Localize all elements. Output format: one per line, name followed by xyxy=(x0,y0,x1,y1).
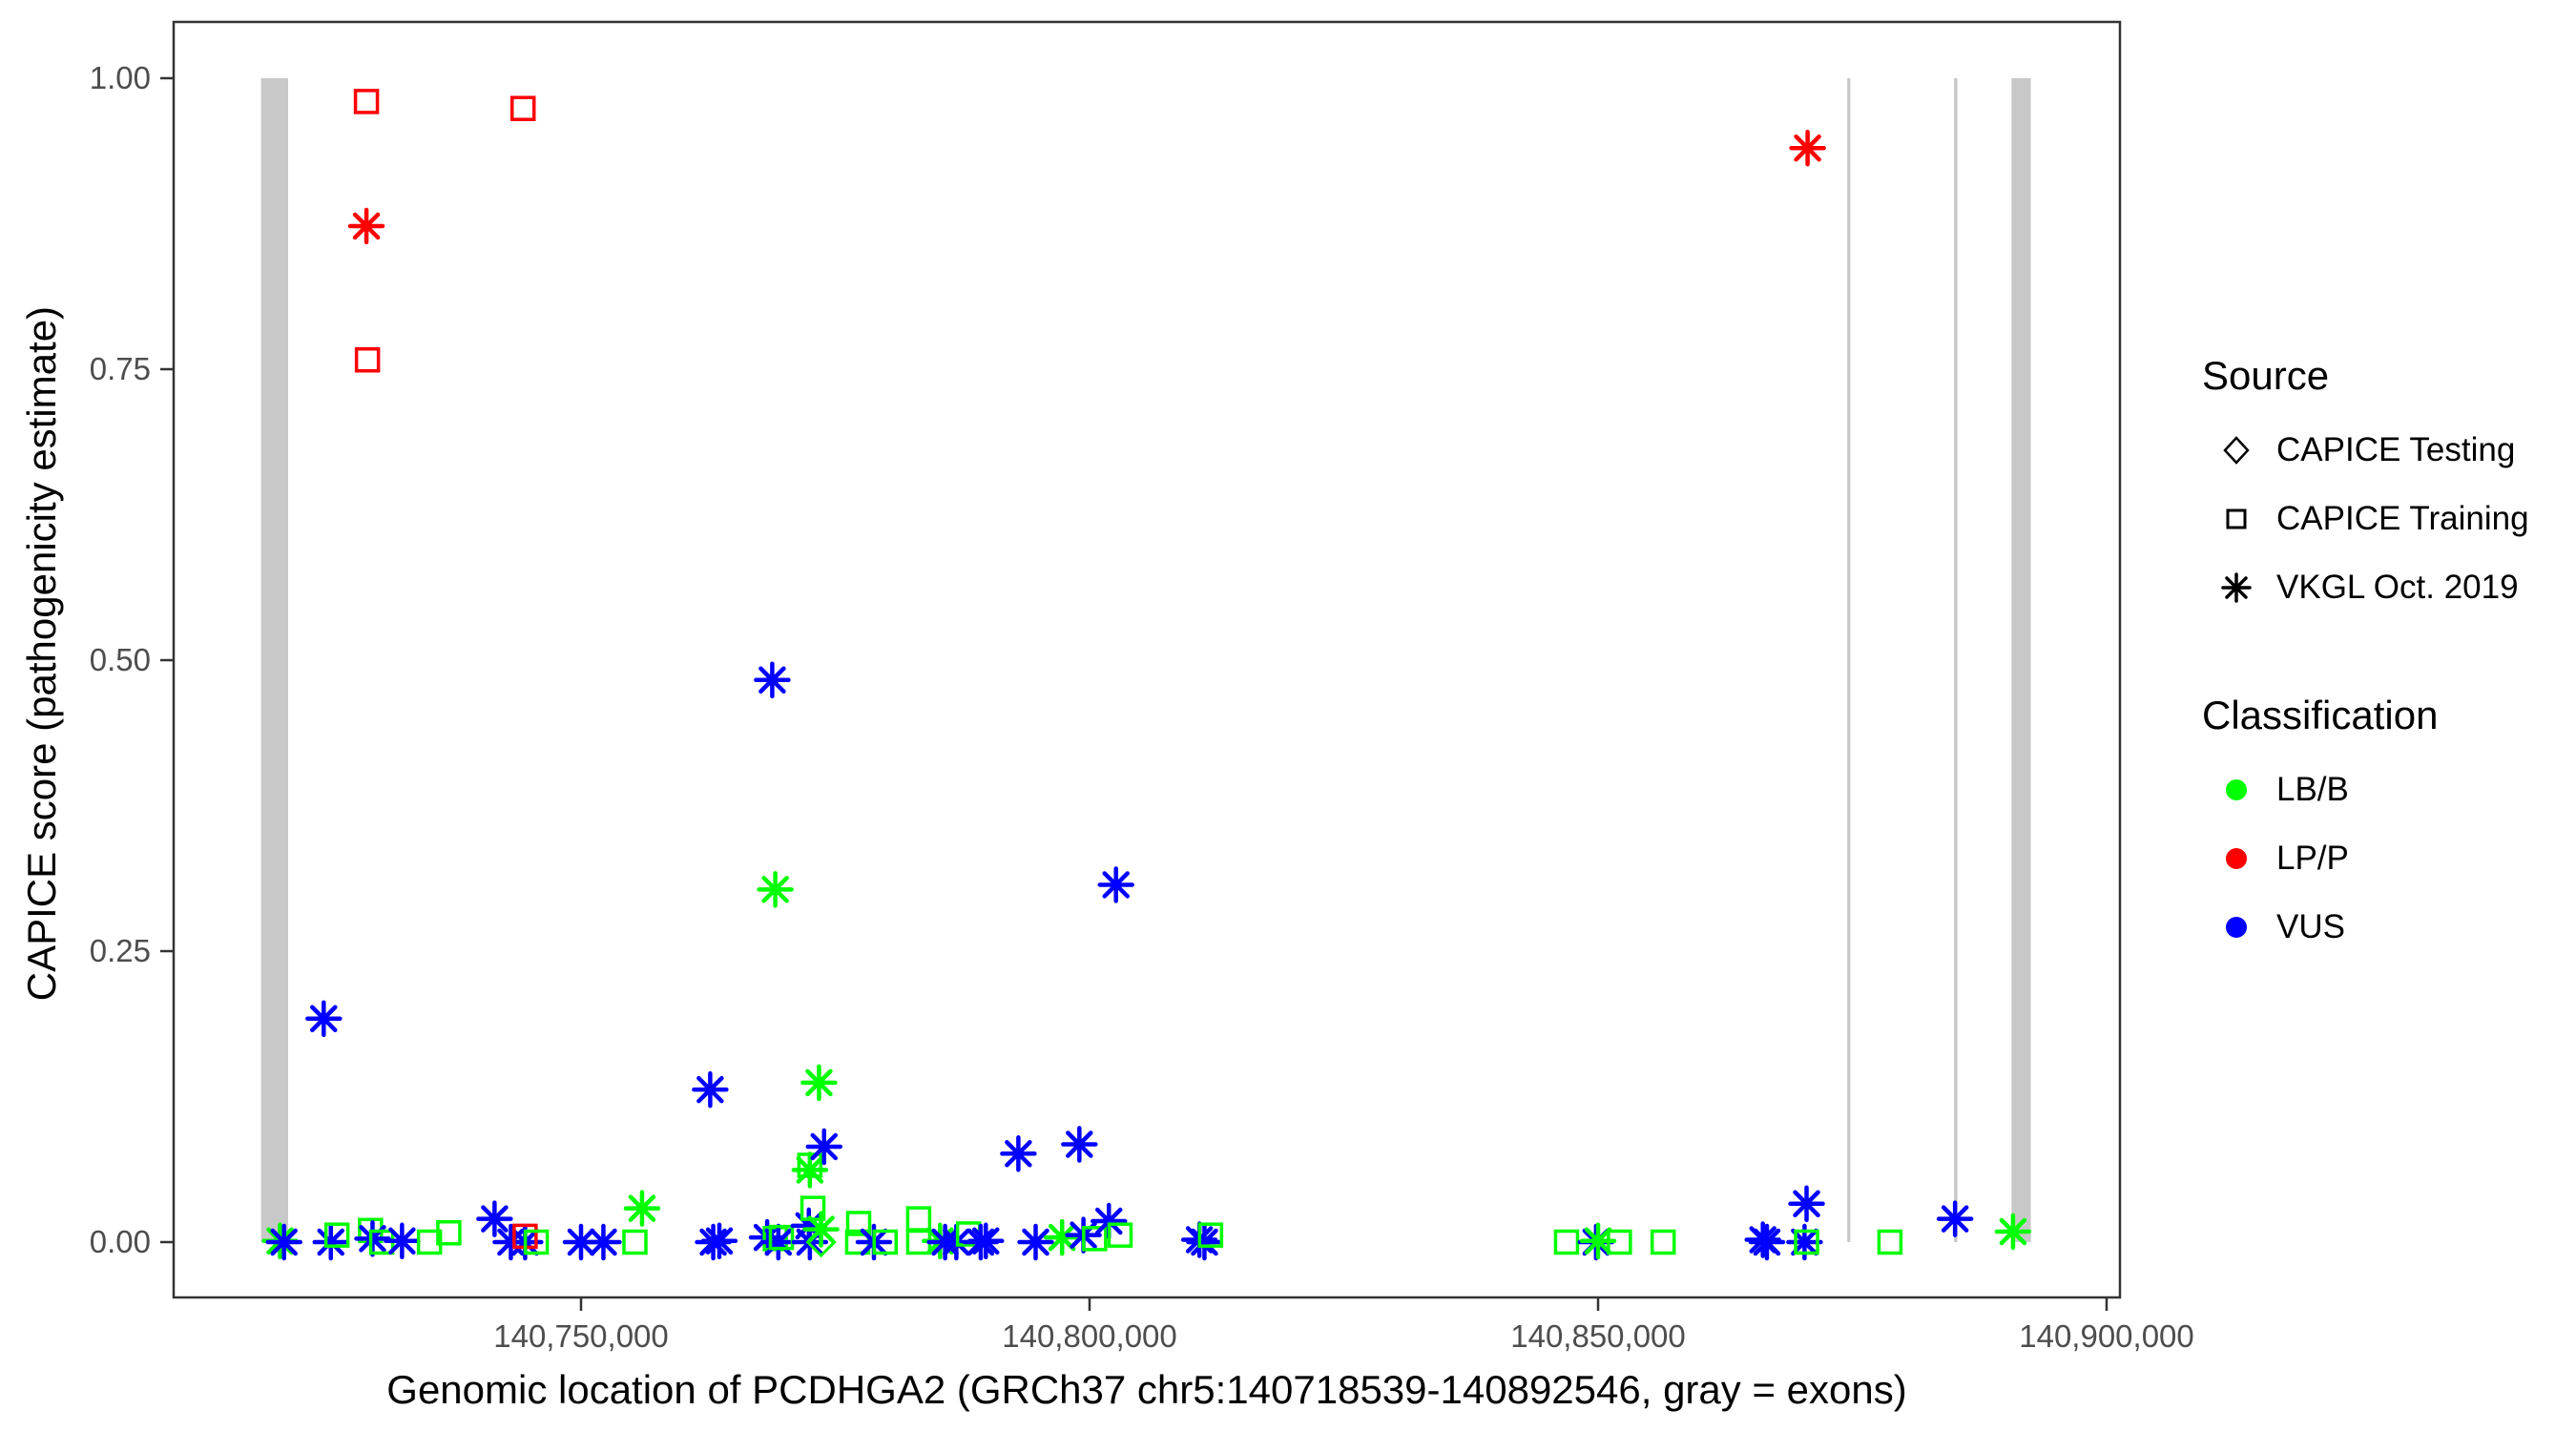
data-point-asterisk xyxy=(692,1070,729,1109)
data-point-asterisk xyxy=(700,1222,738,1260)
red-dot-icon xyxy=(2202,836,2276,881)
data-point-asterisk xyxy=(1748,1223,1786,1261)
data-point-square xyxy=(845,1211,872,1236)
data-point-asterisk xyxy=(585,1223,622,1261)
data-point-square xyxy=(1197,1222,1224,1248)
data-point-asterisk xyxy=(312,1223,350,1261)
data-point-asterisk xyxy=(759,1223,798,1261)
data-point-square xyxy=(768,1224,795,1251)
legend-item-label: CAPICE Testing xyxy=(2276,431,2516,468)
x-tick-label: 140,900,000 xyxy=(2019,1318,2194,1354)
data-point-asterisk xyxy=(562,1223,600,1261)
data-point-asterisk xyxy=(1043,1218,1081,1256)
data-point-asterisk xyxy=(384,1222,421,1260)
data-point-asterisk xyxy=(1789,129,1826,167)
data-point-square xyxy=(1650,1229,1676,1255)
legend-source-title: Source xyxy=(2202,353,2330,398)
legend-item-label: VUS xyxy=(2276,908,2345,945)
data-point-square xyxy=(523,1229,550,1255)
data-point-asterisk xyxy=(347,207,385,245)
data-point-asterisk xyxy=(1091,1202,1128,1240)
y-tick-label: 0.75 xyxy=(90,351,151,386)
x-tick-label: 140,750,000 xyxy=(493,1318,669,1354)
data-point-asterisk xyxy=(748,1218,786,1256)
data-point-asterisk xyxy=(805,1128,843,1166)
data-point-asterisk xyxy=(800,1064,838,1102)
y-tick-label: 1.00 xyxy=(90,60,151,95)
legend-item-label: CAPICE Training xyxy=(2276,500,2529,537)
exon-bar xyxy=(260,78,288,1242)
data-point-asterisk xyxy=(1786,1223,1823,1261)
data-point-square xyxy=(1794,1229,1819,1255)
data-point-asterisk xyxy=(754,661,791,698)
data-point-asterisk xyxy=(1186,1223,1223,1261)
x-tick-label: 140,800,000 xyxy=(1002,1318,1177,1354)
data-point-asterisk xyxy=(1061,1126,1098,1163)
legend-item-vkgl: VKGL Oct. 2019 xyxy=(2202,553,2529,622)
exon-bar xyxy=(1847,78,1851,1242)
panel-border xyxy=(172,20,2122,1299)
data-point-square xyxy=(1877,1229,1903,1255)
x-tick-label: 140,850,000 xyxy=(1510,1318,1686,1354)
legend-item-lbb: LB/B xyxy=(2202,756,2438,824)
data-point-asterisk xyxy=(1017,1223,1054,1261)
legend-item-lpp: LP/P xyxy=(2202,824,2438,893)
data-point-asterisk xyxy=(1994,1213,2032,1251)
blue-dot-icon xyxy=(2202,904,2276,950)
data-point-asterisk xyxy=(476,1200,513,1237)
y-tick-label: 0.50 xyxy=(90,642,151,677)
data-point-asterisk xyxy=(802,1211,840,1248)
data-point-asterisk xyxy=(757,871,794,908)
exon-bar xyxy=(2011,78,2031,1242)
data-point-asterisk xyxy=(1097,866,1134,903)
data-point-square xyxy=(1607,1229,1632,1255)
data-point-square xyxy=(872,1229,898,1255)
data-point-square xyxy=(622,1229,648,1255)
legend-item-vus: VUS xyxy=(2202,893,2438,962)
legend-classification-title: Classification xyxy=(2202,693,2439,737)
legend-source: Source CAPICE Testing CAPICE Training VK… xyxy=(2202,353,2529,622)
data-point-square xyxy=(1553,1229,1580,1255)
square-icon xyxy=(2202,496,2276,542)
y-tick-label: 0.25 xyxy=(90,933,151,968)
data-point-square xyxy=(1107,1222,1133,1248)
legend-item-label: LP/P xyxy=(2276,840,2349,877)
legend-item-label: LB/B xyxy=(2276,771,2349,808)
y-axis-title: CAPICE score (pathogenicity estimate) xyxy=(18,305,64,1002)
data-point-square xyxy=(905,1206,932,1232)
legend-item-label: VKGL Oct. 2019 xyxy=(2276,569,2519,606)
data-point-asterisk xyxy=(1936,1200,1974,1237)
legend-classification: Classification LB/B LP/P VUS xyxy=(2202,693,2438,962)
data-point-square xyxy=(323,1222,350,1248)
legend-item-capice-training: CAPICE Training xyxy=(2202,485,2529,553)
data-point-asterisk xyxy=(1788,1185,1825,1222)
exon-bar xyxy=(1954,78,1958,1242)
data-point-square xyxy=(1082,1226,1108,1252)
data-point-asterisk xyxy=(305,1000,343,1038)
data-point-square xyxy=(509,95,536,121)
data-point-asterisk xyxy=(1000,1135,1037,1172)
data-point-asterisk xyxy=(1579,1222,1617,1260)
data-point-asterisk xyxy=(967,1222,1005,1260)
data-point-square xyxy=(797,1152,823,1178)
data-point-square xyxy=(354,346,381,373)
data-point-asterisk xyxy=(354,1220,391,1257)
data-point-asterisk xyxy=(623,1190,661,1227)
data-point-square xyxy=(353,89,380,114)
data-point-asterisk xyxy=(791,1151,829,1189)
data-point-asterisk xyxy=(265,1223,302,1261)
x-axis-title: Genomic location of PCDHGA2 (GRCh37 chr5… xyxy=(386,1367,1907,1412)
green-dot-icon xyxy=(2202,767,2276,813)
diamond-icon xyxy=(2202,427,2276,473)
data-point-square xyxy=(436,1219,462,1246)
y-tick-label: 0.00 xyxy=(90,1224,151,1259)
asterisk-icon xyxy=(2202,565,2276,611)
legend-item-capice-testing: CAPICE Testing xyxy=(2202,416,2529,485)
